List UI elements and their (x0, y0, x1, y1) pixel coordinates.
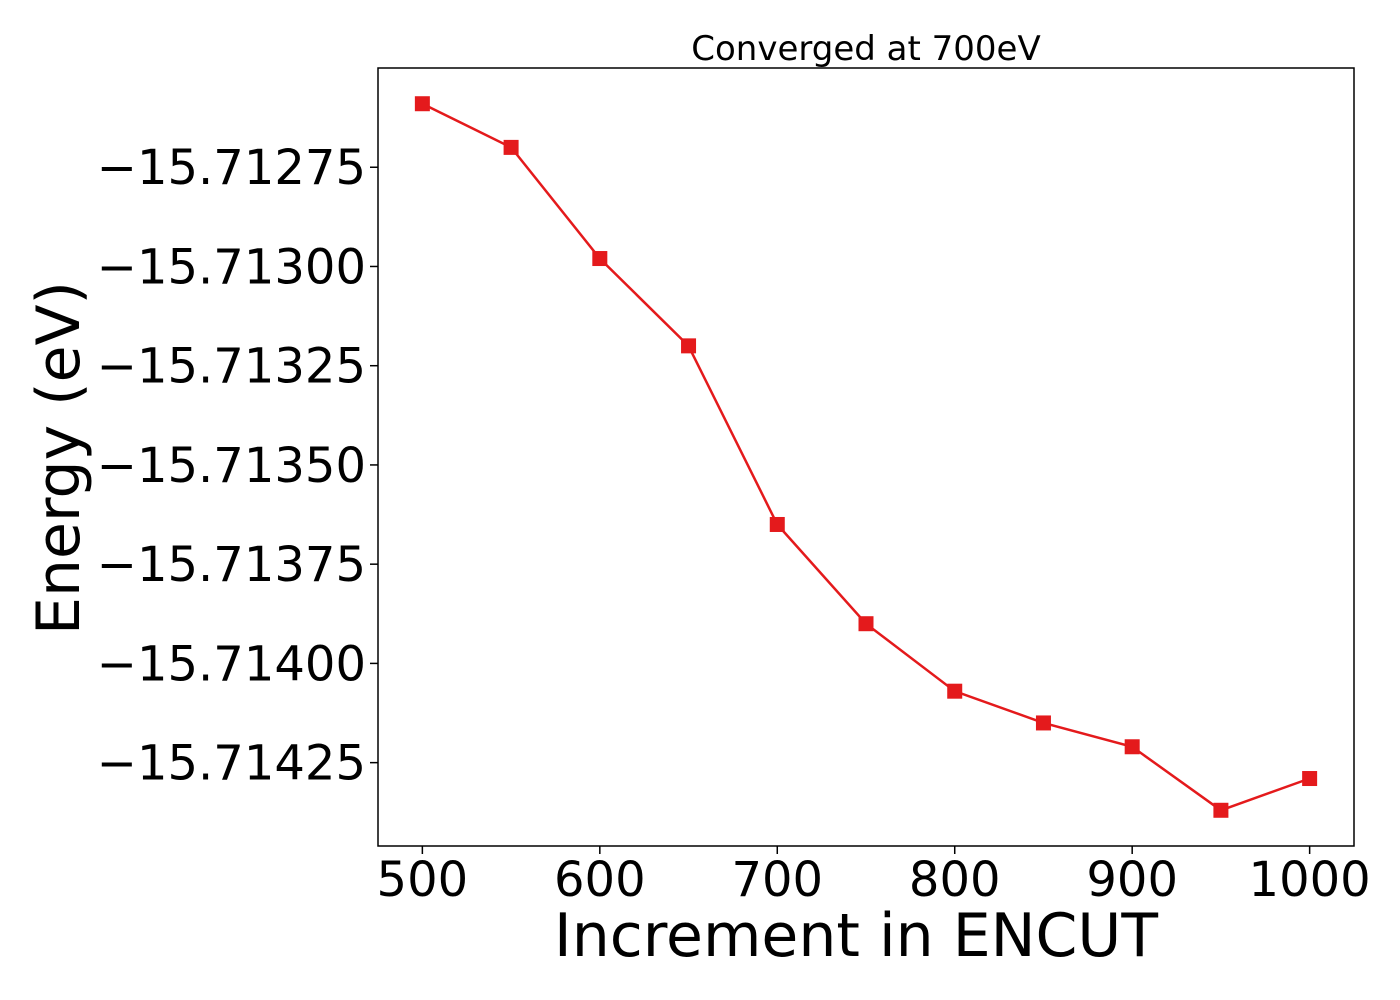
y-tick-label: −15.71325 (97, 339, 366, 395)
y-tick-label: −15.71300 (97, 239, 366, 295)
x-tick-label: 600 (554, 852, 646, 908)
data-point-marker (414, 96, 430, 112)
data-point-marker (1302, 771, 1318, 787)
x-tick-label: 500 (377, 852, 469, 908)
plot-area (377, 67, 1355, 847)
y-tick-label: −15.71425 (97, 736, 366, 792)
x-axis-ticks: 500 600 700 800 900 1000 (377, 846, 1371, 908)
data-point-marker (503, 139, 519, 155)
data-point-marker (681, 338, 697, 354)
data-point-marker (858, 616, 874, 632)
y-axis-label: Energy (eV) (24, 281, 94, 635)
x-tick-label: 700 (731, 852, 823, 908)
x-tick-label: 1000 (1249, 852, 1371, 908)
x-tick-label: 900 (1086, 852, 1178, 908)
data-point-marker (1213, 802, 1229, 818)
y-tick-label: −15.71400 (97, 636, 366, 692)
data-point-marker (592, 251, 608, 267)
y-tick-label: −15.71275 (97, 140, 366, 196)
data-point-marker (1035, 715, 1051, 731)
data-point-marker (947, 683, 963, 699)
data-point-marker (769, 516, 785, 532)
chart-title: Converged at 700eV (691, 29, 1040, 69)
x-tick-label: 800 (909, 852, 1001, 908)
data-point-marker (1124, 739, 1140, 755)
energy-series-markers (414, 96, 1318, 818)
y-axis-ticks: −15.71275 −15.71300 −15.71325 −15.71350 −15.… (97, 140, 378, 792)
y-tick-label: −15.71375 (97, 537, 366, 593)
y-tick-label: −15.71350 (97, 438, 366, 494)
x-axis-label: Increment in ENCUT (554, 901, 1158, 971)
